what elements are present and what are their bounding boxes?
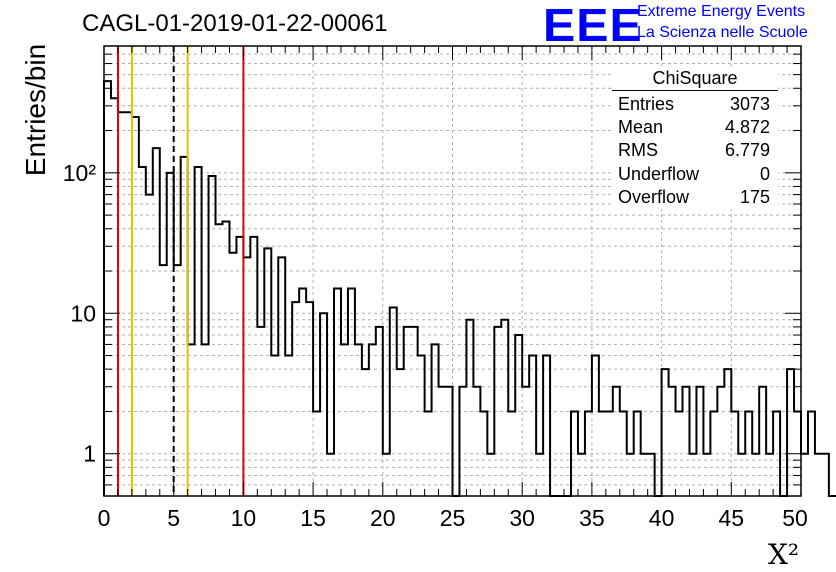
x-axis-label: X² [768, 538, 800, 571]
stats-row-rms: RMS 6.779 [612, 139, 778, 162]
x-tick-label: 40 [649, 505, 675, 531]
stats-row-overflow: Overflow 175 [612, 186, 778, 209]
eee-logo: EEE [543, 0, 643, 51]
stats-label: Entries [618, 94, 675, 114]
x-tick-label: 20 [370, 505, 396, 531]
logo-line-1: Extreme Energy Events [637, 3, 806, 20]
stats-label: RMS [618, 140, 658, 161]
x-tick-label: 50 [782, 505, 808, 531]
stats-value: 175 [739, 186, 770, 207]
y-tick-label: 1 [83, 441, 96, 467]
stats-box: ChiSquare Entries 3073 Mean 4.872 RMS 6.… [612, 66, 778, 209]
stats-value: 3073 [729, 94, 770, 114]
y-tick-label: 10 [70, 300, 96, 326]
x-tick-label: 30 [509, 505, 535, 531]
stats-value: 0 [759, 163, 770, 184]
stats-row-mean: Mean 4.872 [612, 116, 778, 139]
x-tick-label: 15 [300, 505, 326, 531]
stats-row-entries: Entries 3073 [612, 93, 778, 116]
stats-value: 6.779 [724, 140, 770, 161]
logo-line-2: La Scienza nelle Scuole [637, 24, 808, 41]
x-tick-label: 10 [231, 505, 257, 531]
x-tick-label: 25 [440, 505, 466, 531]
stats-label: Overflow [618, 186, 690, 207]
stats-label: Underflow [618, 163, 700, 184]
x-tick-label: 5 [167, 505, 180, 531]
y-tick-label: 10² [63, 160, 97, 186]
stats-row-underflow: Underflow 0 [612, 163, 778, 186]
stats-label: Mean [618, 117, 664, 138]
x-tick-label: 0 [98, 505, 111, 531]
stats-title: ChiSquare [612, 66, 778, 91]
x-tick-label: 35 [579, 505, 605, 531]
x-tick-label: 45 [719, 505, 745, 531]
y-axis-label: Entries/bin [20, 43, 51, 177]
stats-value: 4.872 [724, 117, 770, 138]
page-title: CAGL-01-2019-01-22-00061 [82, 10, 388, 37]
